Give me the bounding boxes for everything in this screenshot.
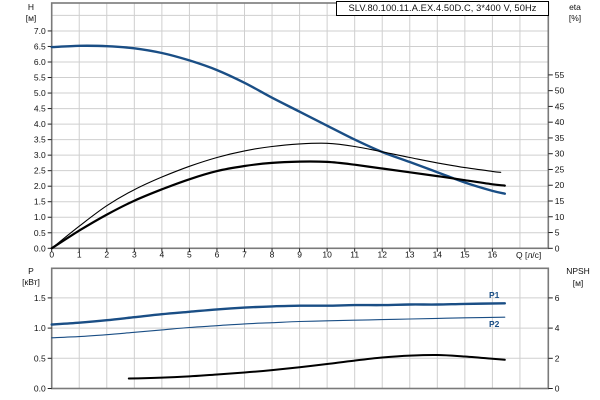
npsh-curve bbox=[127, 353, 506, 380]
right-tick-label: 15 bbox=[555, 196, 565, 206]
right-tick-label: 10 bbox=[555, 212, 565, 222]
left-tick-label: 4.5 bbox=[34, 104, 46, 114]
pump-title-text: SLV.80.100.11.A.EX.4.50D.C, 3*400 V, 50H… bbox=[348, 3, 537, 13]
pump-title-box: SLV.80.100.11.A.EX.4.50D.C, 3*400 V, 50H… bbox=[336, 1, 549, 16]
left-tick-label: 1.5 bbox=[34, 197, 46, 207]
left-tick-label: 3.0 bbox=[34, 150, 46, 160]
p1-curve-label: P1 bbox=[489, 290, 500, 300]
x-tick-label: 13 bbox=[405, 250, 415, 260]
npsh-axis-unit: [м] bbox=[572, 278, 584, 288]
eta2-curve bbox=[50, 160, 506, 250]
left-tick-label: 0.0 bbox=[34, 243, 46, 253]
p-axis-unit: [кВт] bbox=[22, 277, 40, 287]
left-tick-label: 4.0 bbox=[34, 119, 46, 129]
left-tick-label: 3.5 bbox=[34, 135, 46, 145]
left-tick-label: 5.0 bbox=[34, 88, 46, 98]
left-tick-label: 0.5 bbox=[34, 228, 46, 238]
right-tick-label: 50 bbox=[555, 86, 565, 96]
p2-curve-label: P2 bbox=[489, 319, 500, 329]
right-tick-label: 20 bbox=[555, 180, 565, 190]
right-tick-label: 45 bbox=[555, 101, 565, 111]
left-tick-label: 1.0 bbox=[34, 212, 46, 222]
x-tick-label: 5 bbox=[187, 250, 192, 260]
right-tick-label: 55 bbox=[555, 70, 565, 80]
right-tick-label: 40 bbox=[555, 117, 565, 127]
q-axis-title: Q [л/с] bbox=[516, 250, 542, 260]
x-tick-label: 8 bbox=[270, 250, 275, 260]
left-tick-label: 0.5 bbox=[34, 353, 46, 363]
npsh-axis-title: NPSH bbox=[566, 266, 590, 276]
right-tick-label: 2 bbox=[555, 353, 560, 363]
x-tick-label: 6 bbox=[215, 250, 220, 260]
x-tick-label: 1 bbox=[77, 250, 82, 260]
x-tick-label: 15 bbox=[460, 250, 470, 260]
eta-axis-title: eta bbox=[569, 2, 581, 12]
left-tick-label: 6.0 bbox=[34, 57, 46, 67]
left-tick-label: 1.5 bbox=[34, 293, 46, 303]
left-tick-label: 7.0 bbox=[34, 26, 46, 36]
x-tick-label: 0 bbox=[49, 250, 54, 260]
right-tick-label: 30 bbox=[555, 149, 565, 159]
left-tick-label: 6.5 bbox=[34, 41, 46, 51]
right-tick-label: 6 bbox=[555, 293, 560, 303]
left-tick-label: 1.0 bbox=[34, 323, 46, 333]
left-tick-label: 5.5 bbox=[34, 73, 46, 83]
left-tick-label: 2.5 bbox=[34, 166, 46, 176]
x-tick-label: 3 bbox=[132, 250, 137, 260]
h-axis-title: H bbox=[27, 2, 35, 12]
x-tick-label: 9 bbox=[297, 250, 302, 260]
x-tick-label: 2 bbox=[104, 250, 109, 260]
right-tick-label: 25 bbox=[555, 164, 565, 174]
h-axis-unit: [м] bbox=[25, 13, 37, 23]
left-tick-label: 0.0 bbox=[34, 384, 46, 394]
p1-curve bbox=[50, 302, 506, 326]
right-tick-label: 4 bbox=[555, 323, 560, 333]
right-tick-label: 0 bbox=[555, 384, 560, 394]
right-tick-label: 5 bbox=[555, 228, 560, 238]
p2-curve bbox=[51, 316, 506, 339]
p-axis-title: P bbox=[28, 266, 34, 276]
x-tick-label: 14 bbox=[433, 250, 443, 260]
x-tick-label: 7 bbox=[242, 250, 247, 260]
right-tick-label: 35 bbox=[555, 133, 565, 143]
x-tick-label: 10 bbox=[322, 250, 332, 260]
x-tick-label: 11 bbox=[350, 250, 359, 260]
x-tick-label: 16 bbox=[488, 250, 498, 260]
x-tick-label: 4 bbox=[160, 250, 165, 260]
right-tick-label: 0 bbox=[555, 243, 560, 253]
head-curve bbox=[50, 44, 506, 195]
eta1-curve bbox=[51, 142, 502, 249]
eta-axis-unit: [%] bbox=[568, 13, 582, 23]
x-tick-label: 12 bbox=[377, 250, 387, 260]
left-tick-label: 2.0 bbox=[34, 181, 46, 191]
